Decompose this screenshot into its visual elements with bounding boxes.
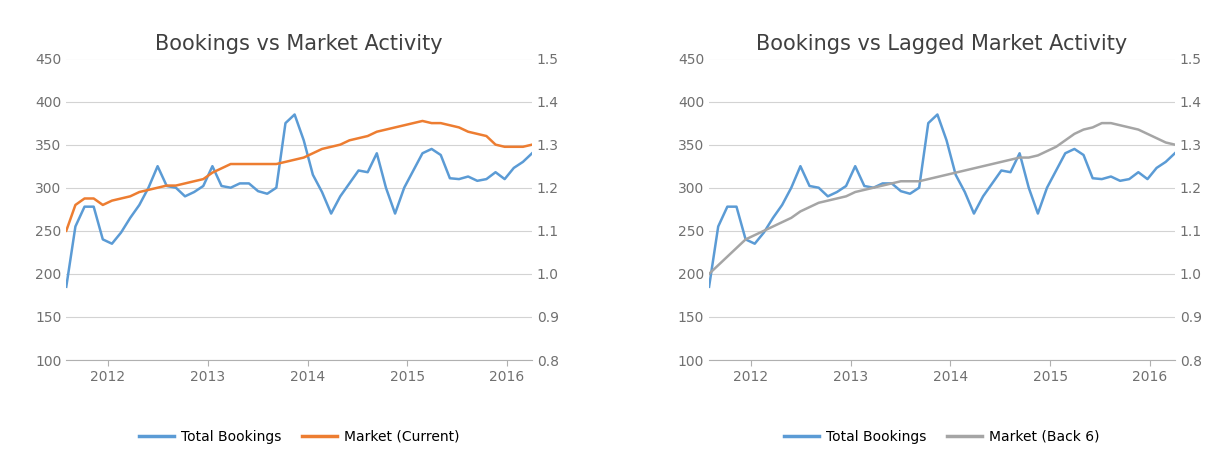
Title: Bookings vs Market Activity: Bookings vs Market Activity: [155, 34, 443, 54]
Legend: Total Bookings, Market (Current): Total Bookings, Market (Current): [134, 424, 465, 450]
Legend: Total Bookings, Market (Back 6): Total Bookings, Market (Back 6): [778, 424, 1105, 450]
Title: Bookings vs Lagged Market Activity: Bookings vs Lagged Market Activity: [757, 34, 1128, 54]
